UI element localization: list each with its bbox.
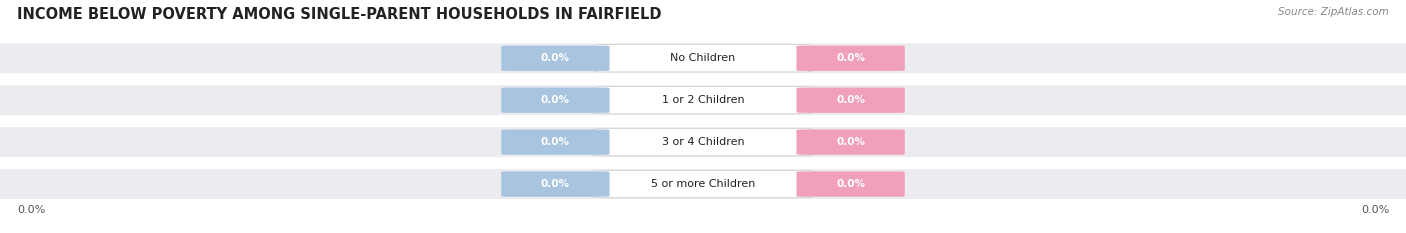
Text: 0.0%: 0.0% [837,137,865,147]
FancyBboxPatch shape [796,171,905,197]
FancyBboxPatch shape [501,130,610,155]
Text: No Children: No Children [671,53,735,63]
FancyBboxPatch shape [796,88,905,113]
Text: INCOME BELOW POVERTY AMONG SINGLE-PARENT HOUSEHOLDS IN FAIRFIELD: INCOME BELOW POVERTY AMONG SINGLE-PARENT… [17,7,661,22]
FancyBboxPatch shape [501,171,610,197]
Text: 0.0%: 0.0% [837,179,865,189]
FancyBboxPatch shape [0,85,1406,115]
Text: 0.0%: 0.0% [541,179,569,189]
FancyBboxPatch shape [593,171,813,198]
Text: 0.0%: 0.0% [541,137,569,147]
Text: 5 or more Children: 5 or more Children [651,179,755,189]
FancyBboxPatch shape [0,169,1406,199]
Text: 1 or 2 Children: 1 or 2 Children [662,95,744,105]
Text: 0.0%: 0.0% [837,95,865,105]
Text: 0.0%: 0.0% [17,205,45,215]
Text: 0.0%: 0.0% [541,53,569,63]
Text: 3 or 4 Children: 3 or 4 Children [662,137,744,147]
FancyBboxPatch shape [0,127,1406,157]
Text: 0.0%: 0.0% [1361,205,1389,215]
FancyBboxPatch shape [593,129,813,156]
FancyBboxPatch shape [796,130,905,155]
FancyBboxPatch shape [593,45,813,72]
Text: 0.0%: 0.0% [837,53,865,63]
FancyBboxPatch shape [593,87,813,114]
FancyBboxPatch shape [796,46,905,71]
FancyBboxPatch shape [501,46,610,71]
Text: 0.0%: 0.0% [541,95,569,105]
FancyBboxPatch shape [0,43,1406,73]
Text: Source: ZipAtlas.com: Source: ZipAtlas.com [1278,7,1389,17]
FancyBboxPatch shape [501,88,610,113]
